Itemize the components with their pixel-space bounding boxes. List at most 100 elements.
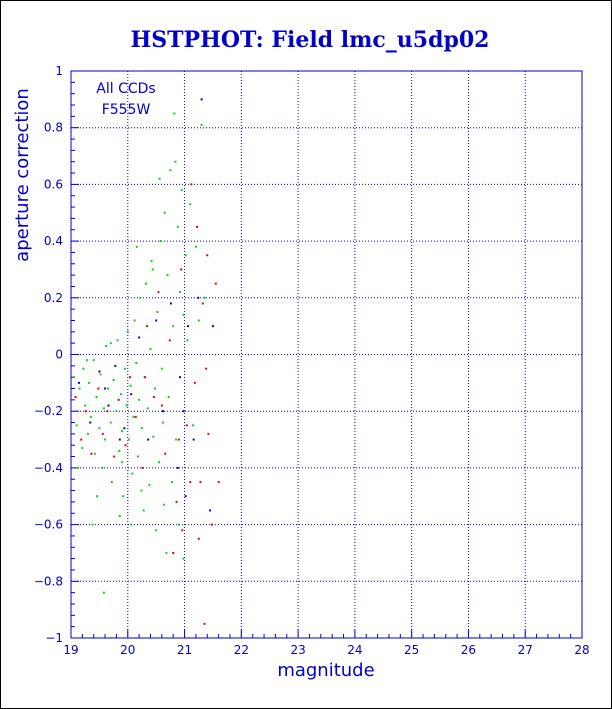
data-point xyxy=(203,622,206,625)
data-point xyxy=(142,509,145,512)
data-point xyxy=(129,384,132,387)
data-point xyxy=(210,523,213,526)
data-point xyxy=(102,591,105,594)
data-point xyxy=(99,373,102,376)
data-point xyxy=(84,410,87,413)
y-tick-label: 0.8 xyxy=(44,121,63,135)
data-point xyxy=(140,489,143,492)
data-point xyxy=(182,557,185,560)
data-point xyxy=(161,410,164,413)
data-point xyxy=(152,435,155,438)
data-point xyxy=(203,296,206,299)
data-point xyxy=(186,339,189,342)
data-points xyxy=(72,98,220,625)
y-tick-label: 0 xyxy=(55,348,63,362)
data-point xyxy=(182,410,185,413)
data-point xyxy=(179,376,182,379)
data-point xyxy=(171,481,174,484)
x-tick-label: 27 xyxy=(518,643,533,657)
data-point xyxy=(206,254,209,257)
data-point xyxy=(160,404,163,407)
annotation-filter: F555W xyxy=(102,102,151,118)
data-point xyxy=(81,447,84,450)
data-point xyxy=(169,169,172,172)
data-point xyxy=(97,387,100,390)
data-point xyxy=(102,407,105,410)
data-point xyxy=(122,495,125,498)
data-point xyxy=(77,381,80,384)
data-point xyxy=(112,379,115,382)
data-point xyxy=(163,503,166,506)
data-point xyxy=(172,325,175,328)
data-point xyxy=(80,438,83,441)
x-tick-label: 24 xyxy=(347,643,362,657)
y-tick-label: −0.6 xyxy=(34,518,63,532)
data-point xyxy=(106,410,109,413)
data-point xyxy=(87,432,90,435)
data-point xyxy=(200,98,203,101)
y-tick-label: −0.4 xyxy=(34,461,63,475)
data-point xyxy=(172,551,175,554)
data-point xyxy=(117,398,120,401)
annotation-ccds: All CCDs xyxy=(96,81,155,97)
data-point xyxy=(130,393,133,396)
data-point xyxy=(118,438,121,441)
data-point xyxy=(132,415,135,418)
data-point xyxy=(90,452,93,455)
data-point xyxy=(155,319,158,322)
data-point xyxy=(131,472,134,475)
data-point xyxy=(205,367,208,370)
data-point xyxy=(177,438,180,441)
data-point xyxy=(197,537,200,540)
data-point xyxy=(118,449,121,452)
data-point xyxy=(119,393,122,396)
data-point xyxy=(160,367,163,370)
data-point xyxy=(217,481,220,484)
data-point xyxy=(114,364,117,367)
data-point xyxy=(124,444,127,447)
data-point xyxy=(130,523,133,526)
data-point xyxy=(127,438,130,441)
data-point xyxy=(139,296,142,299)
data-point xyxy=(185,424,188,427)
data-point xyxy=(140,427,143,430)
data-point xyxy=(74,396,77,399)
data-point xyxy=(89,415,92,418)
x-tick-label: 25 xyxy=(404,643,419,657)
x-tick-label: 23 xyxy=(290,643,305,657)
data-point xyxy=(146,325,149,328)
data-point xyxy=(134,415,137,418)
data-point xyxy=(96,495,99,498)
y-tick-label: 0.2 xyxy=(44,291,63,305)
data-point xyxy=(115,410,118,413)
data-point xyxy=(193,381,196,384)
x-tick-label: 21 xyxy=(177,643,192,657)
data-point xyxy=(144,282,147,285)
x-tick-label: 26 xyxy=(461,643,476,657)
y-tick-labels: 1 0.8 0.6 0.4 0.2 0 −0.2 −0.4 −0.6 −0.8 −1 xyxy=(34,64,63,645)
y-tick-label: −0.2 xyxy=(34,404,63,418)
grid xyxy=(71,71,582,638)
data-point xyxy=(104,438,107,441)
data-point xyxy=(175,438,178,441)
data-point xyxy=(101,432,104,435)
data-point xyxy=(179,291,182,294)
data-point xyxy=(184,254,187,257)
data-point xyxy=(197,296,200,299)
y-tick-label: 0.4 xyxy=(44,234,63,248)
data-point xyxy=(200,123,203,126)
data-point xyxy=(143,376,146,379)
y-tick-label: 1 xyxy=(55,64,63,78)
data-point xyxy=(123,427,126,430)
data-point xyxy=(180,268,183,271)
data-point xyxy=(165,551,168,554)
data-point xyxy=(189,481,192,484)
y-axis-label: aperture correction xyxy=(12,88,33,262)
data-point xyxy=(166,274,169,277)
chart-title: HSTPHOT: Field lmc_u5dp02 xyxy=(131,27,490,53)
data-point xyxy=(176,225,179,228)
x-axis-label: magnitude xyxy=(277,660,374,681)
y-tick-label: −1 xyxy=(45,631,63,645)
data-point xyxy=(110,481,113,484)
